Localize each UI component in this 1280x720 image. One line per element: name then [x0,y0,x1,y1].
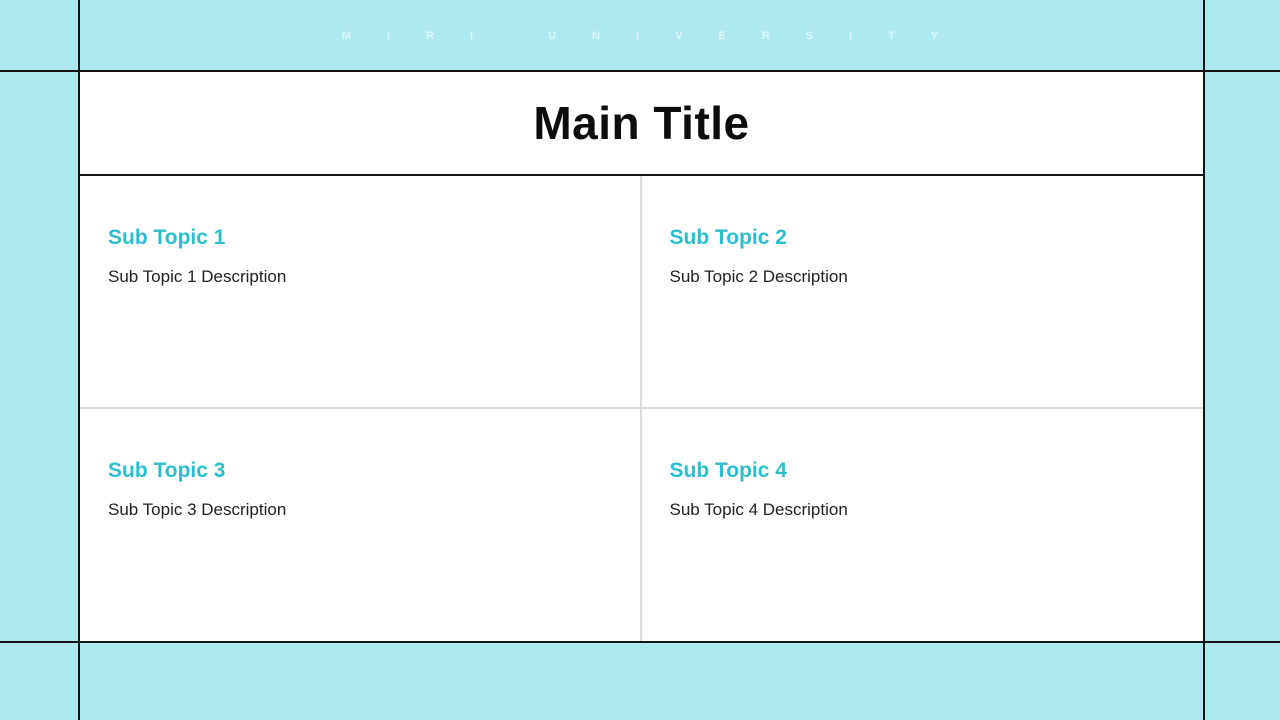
frame-rule-horizontal-top [0,70,1280,72]
brand-watermark: MIRI UNIVERSITY [341,30,975,42]
topic-grid: Sub Topic 1 Sub Topic 1 Description Sub … [80,176,1203,641]
page-title: Main Title [533,97,750,149]
topic-1-heading: Sub Topic 1 [108,226,226,249]
topic-2-description: Sub Topic 2 Description [669,267,848,286]
content-panel: Main Title Sub Topic 1 Sub Topic 1 Descr… [80,72,1203,641]
topic-card-1: Sub Topic 1 Sub Topic 1 Description [80,176,642,409]
topic-3-description: Sub Topic 3 Description [108,499,287,519]
topic-1-description: Sub Topic 1 Description [108,267,287,286]
frame-rule-vertical-left [78,0,80,720]
frame-rule-horizontal-bottom [0,641,1280,643]
topic-card-2: Sub Topic 2 Sub Topic 2 Description [641,176,1203,409]
topic-3-heading: Sub Topic 3 [108,458,226,482]
title-bar: Main Title [80,72,1203,176]
topic-4-description: Sub Topic 4 Description [669,499,848,519]
topic-card-3: Sub Topic 3 Sub Topic 3 Description [80,408,642,641]
topic-4-heading: Sub Topic 4 [669,458,787,482]
topic-card-4: Sub Topic 4 Sub Topic 4 Description [641,408,1203,641]
frame-rule-vertical-right [1203,0,1205,720]
topic-2-heading: Sub Topic 2 [669,226,787,249]
